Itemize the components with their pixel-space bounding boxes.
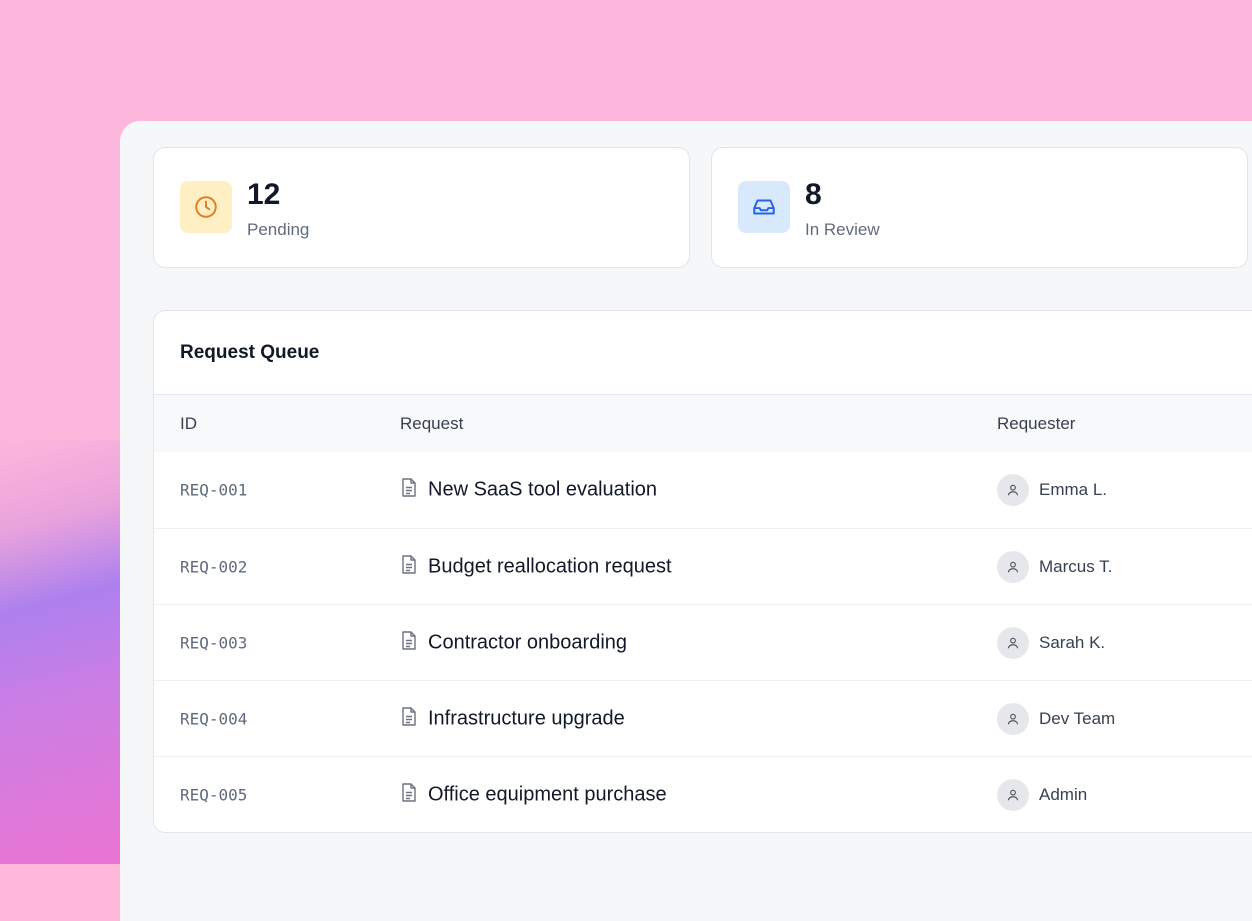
requester-name: Emma L. (1039, 480, 1108, 499)
document-icon (400, 478, 418, 503)
request-title[interactable]: Budget reallocation request (428, 555, 672, 577)
request-id: REQ-005 (180, 785, 248, 804)
request-title[interactable]: Office equipment purchase (428, 783, 667, 805)
request-title[interactable]: New SaaS tool evaluation (428, 478, 658, 501)
background-gradient (0, 440, 140, 864)
user-icon (1007, 561, 1019, 572)
column-header-request[interactable]: Request (400, 413, 464, 433)
table-row[interactable]: REQ-005 Office equipment purchase Admin (154, 756, 1252, 832)
stat-value: 12 (247, 178, 281, 211)
document-icon (400, 706, 418, 731)
stat-label: Pending (247, 220, 310, 239)
clock-icon (180, 181, 232, 233)
request-id: REQ-004 (180, 709, 248, 728)
request-title[interactable]: Contractor onboarding (428, 631, 628, 653)
requester-name: Admin (1039, 784, 1088, 804)
avatar (997, 626, 1029, 659)
requester-name: Sarah K. (1039, 632, 1106, 652)
request-id: REQ-002 (180, 557, 248, 576)
user-icon (1007, 637, 1019, 648)
stat-value: 8 (805, 178, 822, 211)
avatar (997, 550, 1029, 583)
avatar (997, 474, 1029, 506)
stat-card-pending[interactable]: 12 Pending (153, 147, 690, 268)
request-id: REQ-001 (180, 480, 248, 500)
request-queue-table: Request Queue ID Request Requester REQ-0… (153, 310, 1252, 833)
table-row[interactable]: REQ-001 New SaaS tool evaluation Emma L. (154, 452, 1252, 528)
avatar (997, 702, 1029, 735)
table-row[interactable]: REQ-004 Infrastructure upgrade Dev Team (154, 680, 1252, 756)
document-icon (400, 630, 418, 655)
inbox-icon (738, 181, 790, 233)
stat-card-in-review[interactable]: 8 In Review (711, 147, 1248, 268)
request-title[interactable]: Infrastructure upgrade (428, 707, 625, 729)
table-title: Request Queue (154, 311, 1252, 395)
document-icon (400, 554, 418, 579)
table-row[interactable]: REQ-003 Contractor onboarding Sarah K. (154, 604, 1252, 680)
dashboard-panel: 12 Pending 8 In Review Request Queue ID … (120, 121, 1252, 921)
column-header-id[interactable]: ID (180, 413, 197, 433)
avatar (997, 778, 1029, 811)
document-icon (400, 782, 418, 807)
column-header-requester[interactable]: Requester (997, 413, 1076, 433)
requester-name: Dev Team (1039, 708, 1116, 728)
requester-name: Marcus T. (1039, 556, 1113, 576)
user-icon (1007, 484, 1019, 496)
user-icon (1007, 789, 1019, 800)
request-id: REQ-003 (180, 633, 248, 652)
table-row[interactable]: REQ-002 Budget reallocation request Marc… (154, 528, 1252, 604)
user-icon (1007, 713, 1019, 724)
table-header: ID Request Requester (154, 395, 1252, 452)
stat-label: In Review (805, 220, 880, 239)
